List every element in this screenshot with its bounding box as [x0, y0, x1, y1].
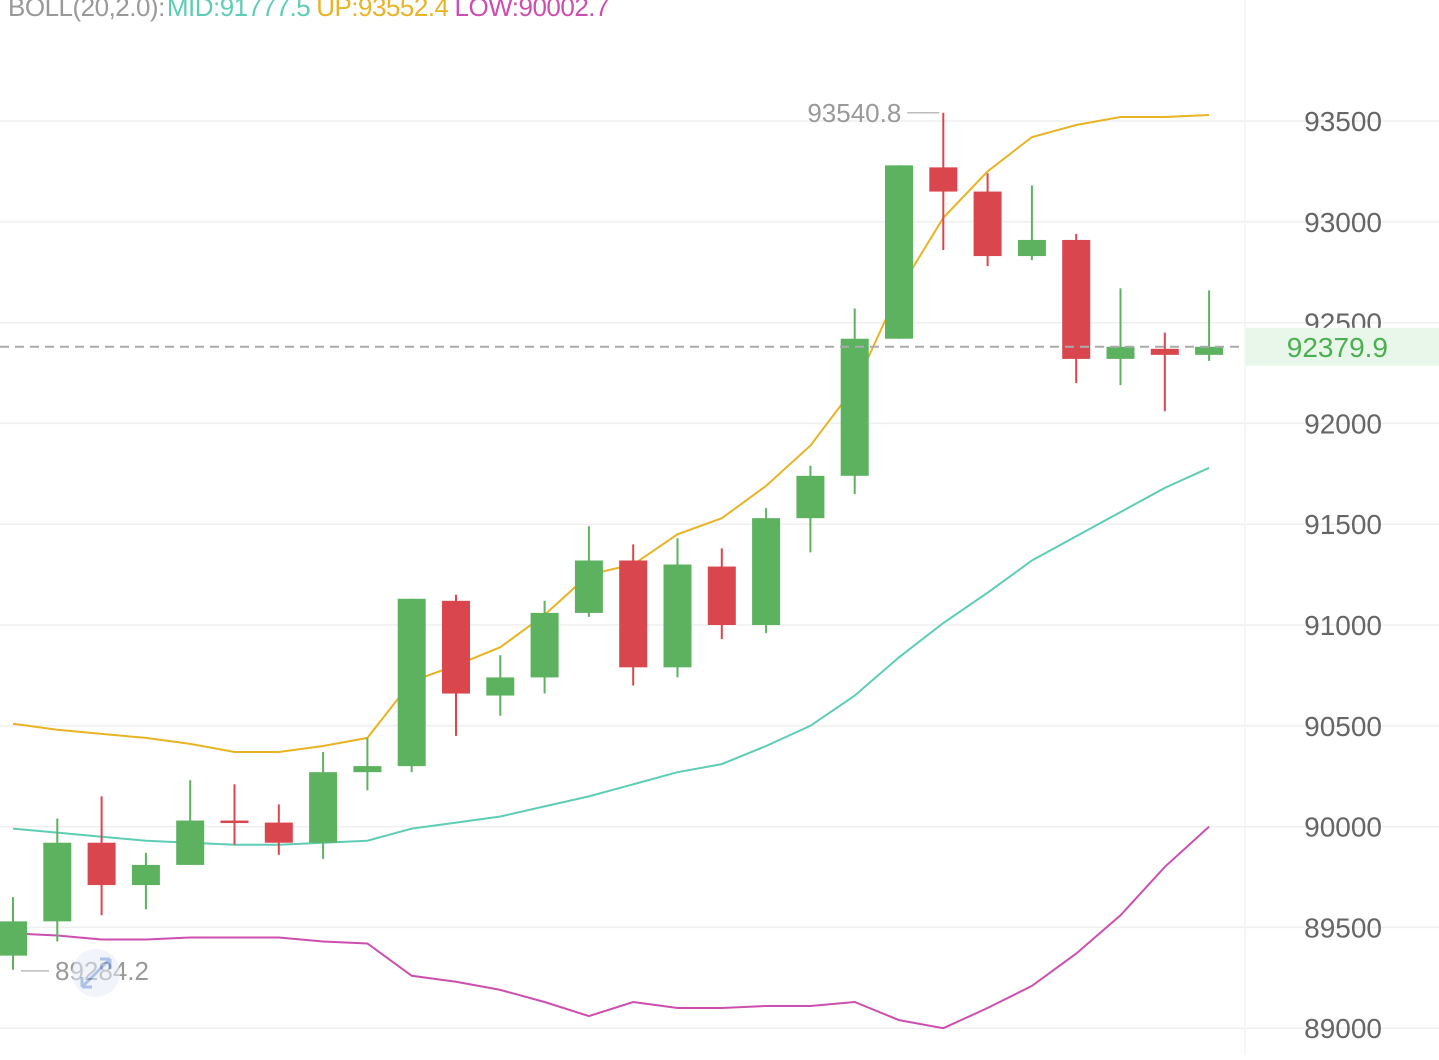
candle-body[interactable] — [442, 600, 470, 694]
candle-body[interactable] — [43, 842, 72, 922]
boll-mid-line — [12, 466, 1210, 846]
boll-mid-label: MID: — [166, 0, 220, 22]
boll-legend-name: BOLL(20,2.0): — [8, 0, 165, 22]
y-tick-label: 93000 — [1304, 207, 1382, 238]
candle-body[interactable] — [840, 338, 869, 476]
candle-body[interactable] — [1195, 346, 1224, 355]
candle-body[interactable] — [663, 564, 692, 668]
candle-body[interactable] — [1150, 348, 1179, 355]
candle-body[interactable] — [1106, 346, 1135, 359]
y-tick-label: 92000 — [1304, 408, 1382, 439]
y-tick-label: 93500 — [1304, 106, 1382, 137]
boll-up-line — [12, 114, 1210, 753]
y-tick-label: 90000 — [1304, 812, 1382, 843]
candle-body[interactable] — [1062, 239, 1091, 359]
current-price-value: 92379.9 — [1287, 332, 1388, 363]
candle-body[interactable] — [220, 820, 249, 824]
candle-body[interactable] — [87, 842, 116, 886]
current-price-tag — [1245, 327, 1439, 366]
boll-legend-mid: MID:91777.5 — [166, 0, 311, 22]
candle-body[interactable] — [1017, 239, 1046, 257]
y-tick-label: 89500 — [1304, 912, 1382, 943]
candle-body[interactable] — [973, 191, 1002, 257]
candle-body[interactable] — [176, 820, 205, 865]
boll-legend: BOLL(20,2.0):MID:91777.5 UP:93552.4 LOW:90… — [8, 0, 615, 23]
boll-mid-value: 91777.5 — [219, 0, 311, 22]
y-tick-label: 91500 — [1304, 509, 1382, 540]
max-price-label: 93540.8 — [807, 98, 901, 128]
y-tick-label: 90500 — [1304, 711, 1382, 742]
candle-body[interactable] — [397, 598, 426, 767]
boll-legend-up: UP:93552.4 — [316, 0, 449, 22]
y-tick-label: 89000 — [1304, 1013, 1382, 1044]
candle-body[interactable] — [530, 612, 559, 678]
boll-low-value: 90002.7 — [518, 0, 610, 22]
candle-body[interactable] — [264, 822, 293, 843]
expand-icon[interactable] — [72, 949, 120, 997]
candle-body[interactable] — [353, 766, 382, 773]
candle-body[interactable] — [486, 677, 515, 696]
candle-body[interactable] — [574, 560, 603, 613]
y-tick-label: 91000 — [1304, 610, 1382, 641]
boll-legend-low: LOW:90002.7 — [454, 0, 610, 22]
expand-arrows — [80, 957, 112, 989]
candle-body[interactable] — [131, 864, 160, 886]
boll-up-value: 93552.4 — [358, 0, 449, 22]
candle-body[interactable] — [0, 921, 27, 956]
candle-body[interactable] — [885, 165, 913, 339]
candle-body[interactable] — [752, 518, 781, 625]
candle-body[interactable] — [619, 560, 648, 668]
candle-body[interactable] — [929, 167, 958, 192]
boll-low-label: LOW: — [454, 0, 519, 22]
candle-body[interactable] — [707, 566, 736, 625]
candle-body[interactable] — [796, 475, 825, 519]
boll-up-label: UP: — [316, 0, 359, 22]
boll-low-line — [12, 825, 1210, 1030]
candle-body[interactable] — [309, 772, 338, 843]
